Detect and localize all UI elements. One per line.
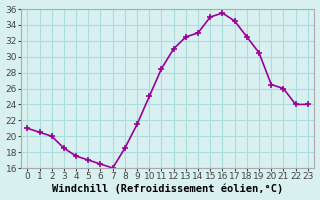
X-axis label: Windchill (Refroidissement éolien,°C): Windchill (Refroidissement éolien,°C) <box>52 184 283 194</box>
